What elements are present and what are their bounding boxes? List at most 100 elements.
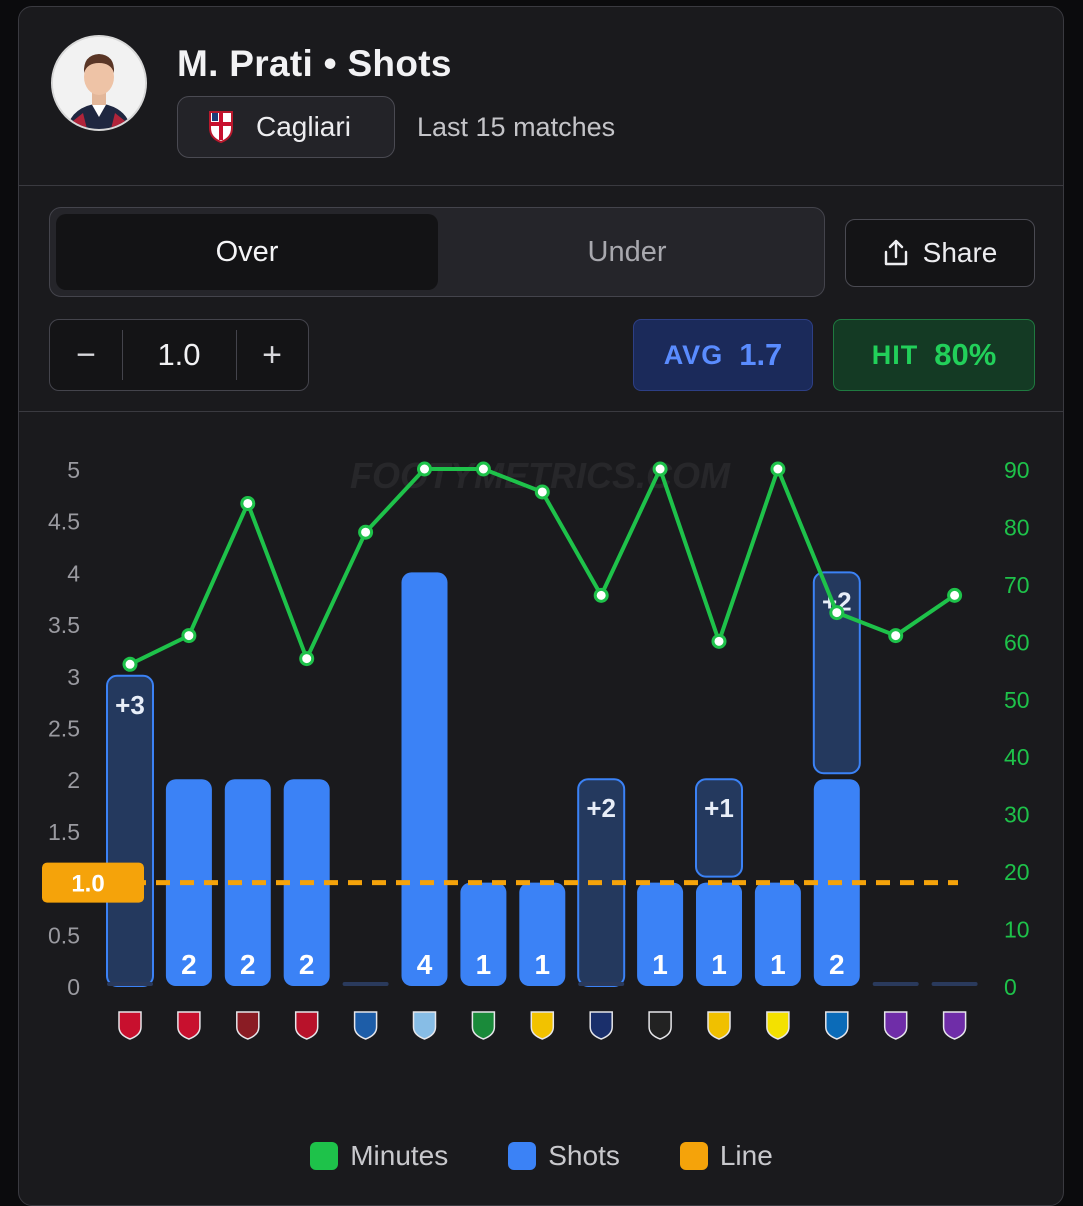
shots-bar-empty — [342, 982, 389, 986]
fiorentina-crest-icon — [942, 1011, 967, 1040]
team-badge[interactable]: Cagliari — [177, 96, 395, 158]
player-avatar — [51, 35, 147, 131]
share-label: Share — [922, 237, 998, 268]
shots-bar — [519, 882, 566, 986]
lazio-crest-icon — [412, 1011, 437, 1040]
y-left-tick-label: 0 — [67, 974, 80, 1000]
minutes-point — [652, 461, 668, 477]
share-icon — [884, 239, 907, 266]
line-stepper: − 1.0 + — [49, 319, 309, 391]
y-right-tick-label: 10 — [1004, 917, 1030, 943]
shots-bar — [754, 882, 801, 986]
line-value-tag-label: 1.0 — [71, 871, 104, 898]
shots-bar-empty — [872, 982, 919, 986]
y-left-tick-label: 3 — [67, 664, 80, 690]
bar-value-label: 1 — [652, 949, 668, 980]
y-right-tick-label: 70 — [1004, 572, 1030, 598]
bar-value-label: 1 — [535, 949, 551, 980]
shots-bar-empty — [578, 982, 625, 986]
y-left-tick-label: 4 — [67, 560, 80, 586]
minutes-point — [711, 633, 727, 649]
page-title: M. Prati • Shots — [177, 43, 452, 84]
y-left-tick-label: 2 — [67, 767, 80, 793]
cremonese-crest-icon — [118, 1011, 142, 1040]
shots-bar-empty — [107, 982, 153, 986]
avg-value: 1.7 — [739, 337, 783, 372]
parma-crest-icon — [766, 1011, 790, 1040]
y-right-tick-label: 20 — [1004, 859, 1030, 885]
y-left-tick-label: 5 — [67, 457, 80, 483]
shots-bar — [401, 572, 448, 986]
minutes-point — [829, 605, 845, 621]
minutes-swatch — [310, 1142, 339, 1170]
bologna-crest-icon — [589, 1011, 613, 1040]
avg-badge: AVG 1.7 — [633, 319, 813, 391]
y-left-tick-label: 3.5 — [48, 612, 80, 638]
chart-legend: Minutes Shots Line — [0, 1140, 1083, 1172]
napoli-crest-icon — [825, 1011, 849, 1040]
line-value-tag — [42, 862, 144, 903]
legend-label-minutes: Minutes — [350, 1140, 449, 1171]
hit-badge: HIT 80% — [833, 319, 1035, 391]
y-right-tick-label: 90 — [1004, 457, 1030, 483]
sassuolo-crest-icon — [471, 1011, 496, 1040]
on-target-bar — [106, 674, 154, 987]
minutes-point — [947, 587, 963, 603]
torino-crest-icon — [236, 1011, 260, 1040]
legend-item-line[interactable]: Line — [679, 1140, 773, 1172]
bar-value-label: 1 — [711, 949, 727, 980]
y-right-tick-label: 30 — [1004, 802, 1030, 828]
tab-under[interactable]: Under — [587, 235, 667, 268]
bar-value-label: 4 — [417, 949, 433, 980]
y-left-tick-label: 1.5 — [48, 819, 80, 845]
bar-value-label: 2 — [240, 949, 256, 980]
on-target-bar — [695, 778, 743, 878]
bar-value-label: 2 — [829, 949, 845, 980]
y-right-tick-label: 50 — [1004, 687, 1030, 713]
decrement-button[interactable]: − — [76, 335, 96, 374]
stepper-divider — [236, 330, 237, 380]
legend-item-shots[interactable]: Shots — [508, 1140, 620, 1172]
bar-value-label: 2 — [299, 949, 315, 980]
verona-crest-icon — [530, 1011, 555, 1040]
line-value[interactable]: 1.0 — [157, 337, 201, 372]
share-button[interactable]: Share — [845, 219, 1035, 287]
cagliari-crest-icon — [209, 111, 233, 144]
minutes-point — [417, 461, 432, 477]
increment-button[interactable]: + — [262, 335, 282, 374]
stepper-divider — [122, 330, 123, 380]
y-right-tick-label: 80 — [1004, 514, 1030, 540]
shots-bar — [460, 882, 507, 986]
fiorentina-crest-icon — [883, 1011, 908, 1040]
minutes-point — [240, 495, 256, 511]
minutes-point — [475, 461, 491, 477]
hit-value: 80% — [934, 337, 997, 372]
lecce-crest-icon — [707, 1011, 731, 1040]
legend-label-shots: Shots — [548, 1140, 620, 1171]
shots-bar — [696, 882, 742, 986]
minutes-point — [888, 628, 904, 644]
on-target-label: +3 — [115, 690, 145, 720]
card-header: M. Prati • Shots Cagliari Last 15 matche… — [19, 7, 1063, 186]
shots-swatch — [508, 1142, 537, 1170]
minutes-point — [358, 524, 374, 540]
minutes-point — [122, 656, 138, 672]
on-target-bar — [812, 571, 861, 775]
milan-crest-icon — [177, 1011, 201, 1040]
y-left-tick-label: 4.5 — [48, 509, 80, 535]
hit-label: HIT — [871, 339, 919, 370]
minutes-point — [299, 651, 315, 667]
avg-label: AVG — [663, 339, 724, 370]
legend-item-minutes[interactable]: Minutes — [310, 1140, 448, 1172]
genoa-crest-icon — [294, 1011, 319, 1040]
bar-value-label: 2 — [181, 949, 197, 980]
minutes-point — [770, 461, 786, 477]
tab-over[interactable]: Over — [56, 214, 438, 290]
udinese-crest-icon — [648, 1011, 672, 1040]
y-right-tick-label: 0 — [1004, 974, 1017, 1000]
y-left-tick-label: 0.5 — [48, 922, 80, 948]
on-target-label: +1 — [704, 793, 734, 823]
shots-bar-empty — [931, 982, 978, 986]
como-crest-icon — [353, 1011, 378, 1040]
